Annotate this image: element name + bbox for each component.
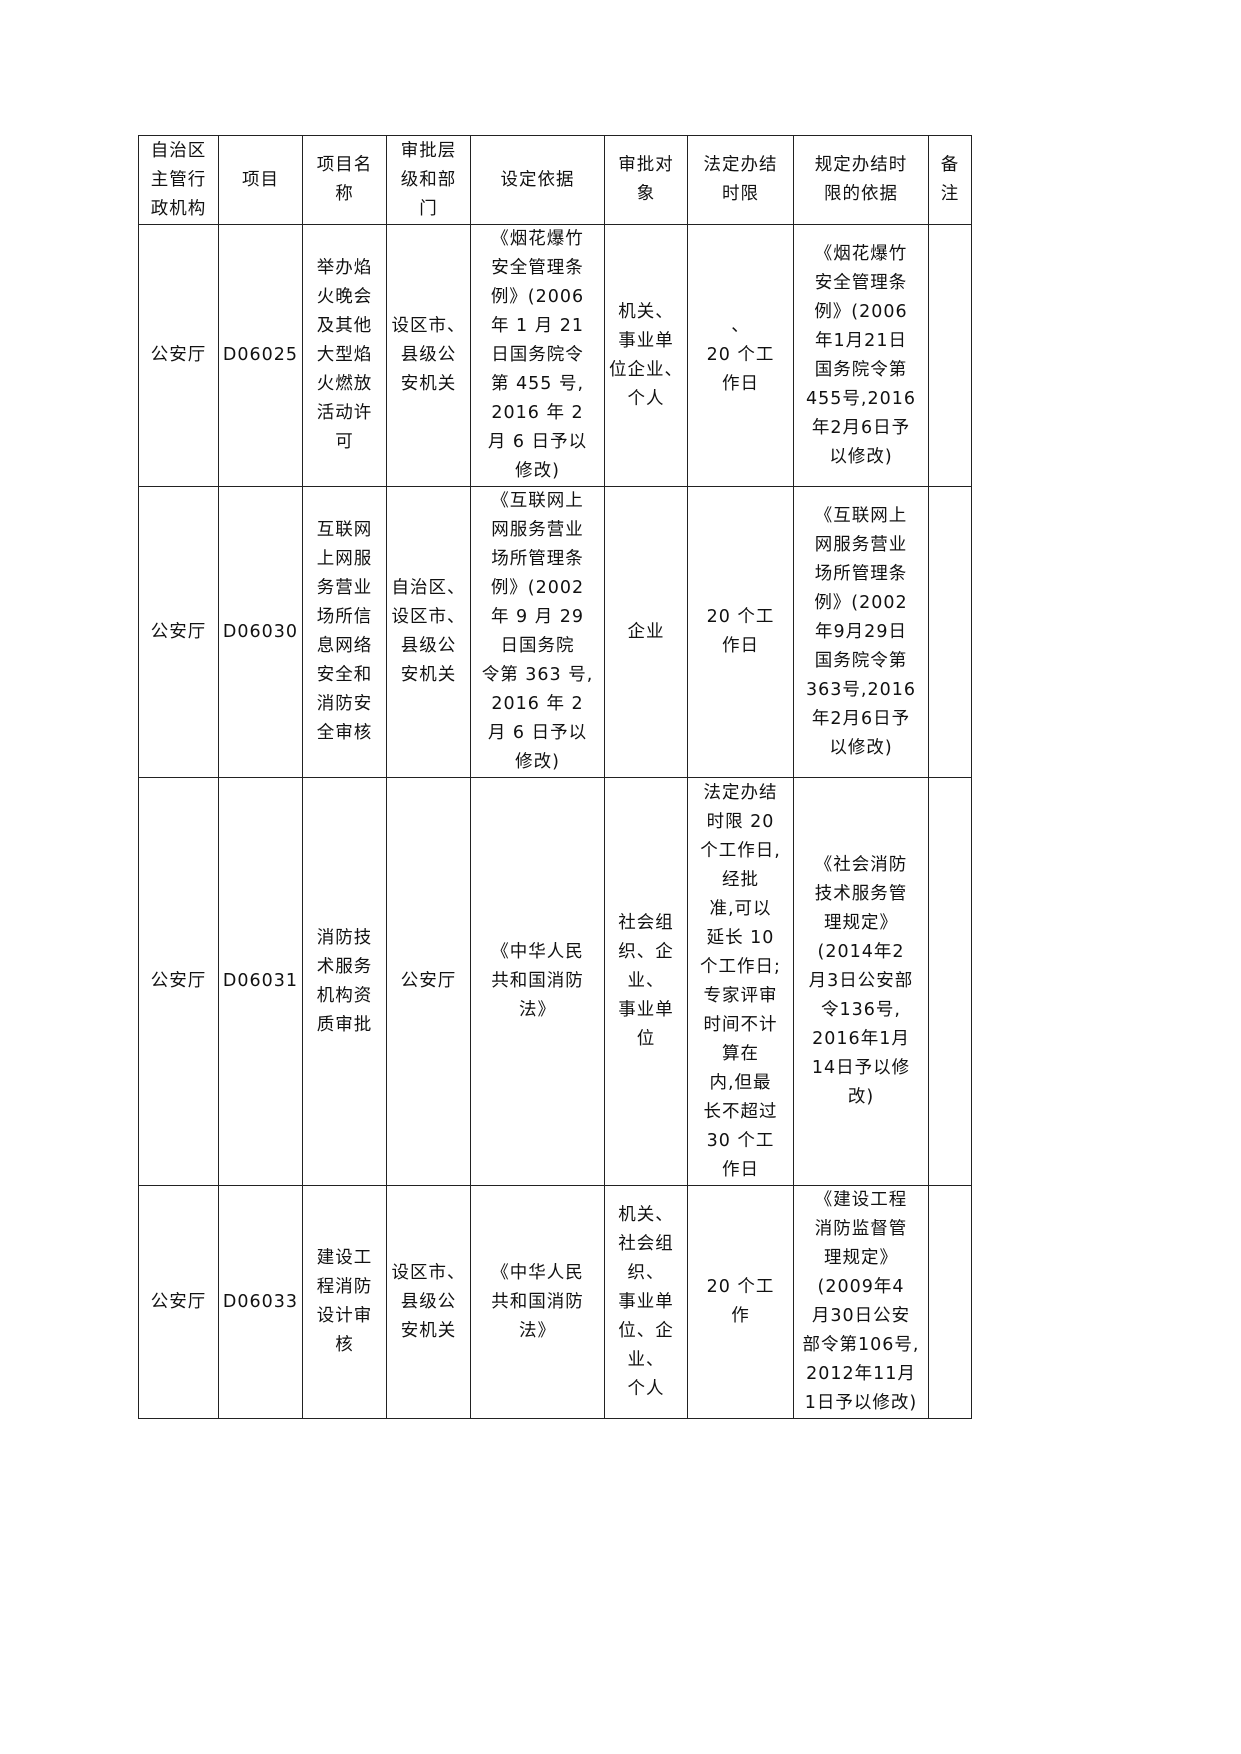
cell-authority: 公安厅 — [138, 1185, 219, 1419]
cell-time-limit-basis: 《建设工程 消防监督管 理规定》 (2009年4 月30日公安 部令第106号,… — [793, 1185, 929, 1419]
table-row: 公安厅 D06031 消防技 术服务 机构资 质审批 公安厅 《中华人民 共和国消防 法… — [138, 777, 972, 1186]
header-approval-target: 审批对 象 — [604, 135, 688, 225]
cell-authority: 公安厅 — [138, 486, 219, 778]
cell-item-code: D06025 — [218, 224, 303, 487]
cell-approval-target: 社会组 织、企 业、 事业单 位 — [604, 777, 688, 1186]
cell-approval-level: 自治区、 设区市、 县级公 安机关 — [386, 486, 471, 778]
cell-approval-target: 企业 — [604, 486, 688, 778]
cell-legal-basis: 《中华人民 共和国消防 法》 — [470, 1185, 605, 1419]
cell-item-name: 互联网 上网服 务营业 场所信 息网络 安全和 消防安 全审核 — [302, 486, 387, 778]
cell-item-code: D06031 — [218, 777, 303, 1186]
approval-items-table: 自治区 主管行 政机构 项目 项目名 称审批层 级和部 门设定依据 审批对 象法定办结… — [138, 135, 972, 1419]
table-row: 公安厅 D06033 建设工 程消防 设计审 核设区市、 县级公 安机关 《中华人民 … — [138, 1185, 972, 1419]
cell-legal-basis: 《中华人民 共和国消防 法》 — [470, 777, 605, 1186]
cell-approval-level: 设区市、 县级公 安机关 — [386, 1185, 471, 1419]
cell-legal-time-limit: 20 个工 作日 — [687, 486, 794, 778]
cell-remarks — [928, 224, 972, 487]
header-legal-time-limit: 法定办结 时限 — [687, 135, 794, 225]
table-row: 公安厅 D06030 互联网 上网服 务营业 场所信 息网络 安全和 消防安 全审核… — [138, 486, 972, 778]
header-legal-basis: 设定依据 — [470, 135, 605, 225]
cell-approval-level: 设区市、 县级公 安机关 — [386, 224, 471, 487]
cell-remarks — [928, 1185, 972, 1419]
header-item-name: 项目名 称 — [302, 135, 387, 225]
header-remarks: 备 注 — [928, 135, 972, 225]
cell-approval-target: 机关、 社会组 织、 事业单 位、企 业、 个人 — [604, 1185, 688, 1419]
cell-remarks — [928, 777, 972, 1186]
header-row: 自治区 主管行 政机构 项目 项目名 称审批层 级和部 门设定依据 审批对 象法定办结… — [138, 135, 972, 225]
header-time-limit-basis: 规定办结时 限的依据 — [793, 135, 929, 225]
cell-time-limit-basis: 《社会消防 技术服务管 理规定》 (2014年2 月3日公安部 令136号, 2… — [793, 777, 929, 1186]
cell-item-code: D06033 — [218, 1185, 303, 1419]
cell-item-code: D06030 — [218, 486, 303, 778]
cell-legal-basis: 《互联网上 网服务营业 场所管理条 例》(2002 年 9 月 29 日国务院 … — [470, 486, 605, 778]
cell-item-name: 建设工 程消防 设计审 核 — [302, 1185, 387, 1419]
cell-authority: 公安厅 — [138, 224, 219, 487]
header-authority: 自治区 主管行 政机构 — [138, 135, 219, 225]
cell-approval-level: 公安厅 — [386, 777, 471, 1186]
cell-time-limit-basis: 《互联网上 网服务营业 场所管理条 例》(2002 年9月29日 国务院令第 3… — [793, 486, 929, 778]
cell-time-limit-basis: 《烟花爆竹 安全管理条 例》(2006 年1月21日 国务院令第 455号,20… — [793, 224, 929, 487]
cell-item-name: 举办焰 火晚会 及其他 大型焰 火燃放 活动许 可 — [302, 224, 387, 487]
cell-remarks — [928, 486, 972, 778]
cell-legal-time-limit: 法定办结 时限 20 个工作日, 经批 准,可以 延长 10 个工作日; 专家评… — [687, 777, 794, 1186]
table-row: 公安厅 D06025 举办焰 火晚会 及其他 大型焰 火燃放 活动许 可设区市、 县… — [138, 224, 972, 487]
header-item-code: 项目 — [218, 135, 303, 225]
cell-approval-target: 机关、 事业单 位企业、 个人 — [604, 224, 688, 487]
cell-legal-time-limit: 20 个工 作 — [687, 1185, 794, 1419]
cell-authority: 公安厅 — [138, 777, 219, 1186]
cell-legal-basis: 《烟花爆竹 安全管理条 例》(2006 年 1 月 21 日国务院令 第 455… — [470, 224, 605, 487]
cell-legal-time-limit: 、 20 个工 作日 — [687, 224, 794, 487]
header-approval-level: 审批层 级和部 门 — [386, 135, 471, 225]
cell-item-name: 消防技 术服务 机构资 质审批 — [302, 777, 387, 1186]
